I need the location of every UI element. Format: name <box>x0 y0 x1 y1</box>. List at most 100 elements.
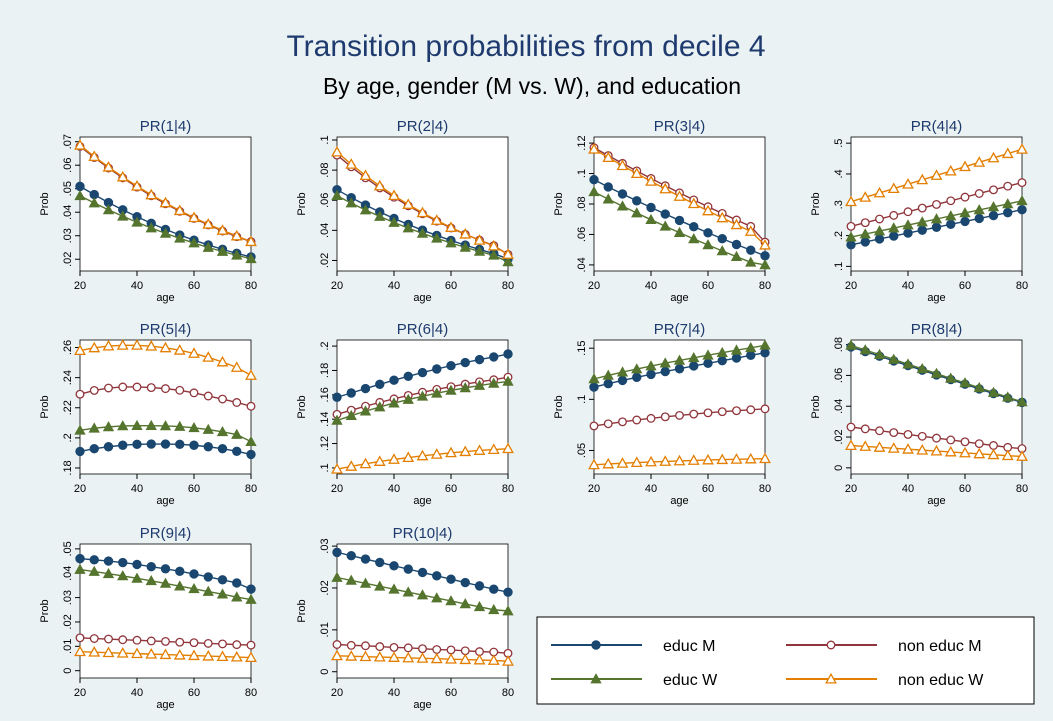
data-point <box>860 218 870 228</box>
data-point <box>217 444 228 454</box>
series-non-educ-M <box>75 633 256 650</box>
y-tick-label: .04 <box>833 399 845 414</box>
series-non-educ-W <box>845 143 1028 207</box>
data-point <box>702 453 714 465</box>
data-point <box>660 366 670 377</box>
data-point <box>631 207 643 218</box>
data-point <box>131 419 143 431</box>
data-point <box>189 440 199 450</box>
data-point <box>1003 181 1013 191</box>
data-point <box>974 439 984 449</box>
panel-title: PR(5|4) <box>140 321 191 338</box>
data-point <box>602 457 615 469</box>
y-axis-label: Prob <box>810 192 822 215</box>
data-point <box>118 635 128 645</box>
x-tick-label: 60 <box>188 483 200 495</box>
data-point <box>245 651 257 663</box>
legend-label: educ M <box>663 638 715 655</box>
y-tick-label: .4 <box>833 169 845 178</box>
x-tick-label: 40 <box>131 687 143 699</box>
data-point <box>1001 147 1014 159</box>
data-point <box>617 375 628 386</box>
y-tick-label: .05 <box>62 541 74 556</box>
series-non-educ-M <box>75 382 256 411</box>
x-tick-label: 40 <box>131 483 143 495</box>
data-point <box>345 409 357 420</box>
data-point <box>131 216 143 227</box>
x-tick-label: 40 <box>645 280 657 292</box>
figure-subtitle: By age, gender (M vs. W), and education <box>323 73 741 99</box>
data-point <box>88 646 101 657</box>
series-non-educ-W <box>74 339 257 380</box>
data-point <box>230 229 243 241</box>
data-point <box>973 204 985 215</box>
data-point <box>588 373 600 384</box>
data-point <box>202 241 214 252</box>
data-point <box>132 635 142 645</box>
data-point <box>932 433 941 443</box>
data-point <box>889 210 899 220</box>
data-point <box>759 238 771 250</box>
y-tick-label: .18 <box>319 363 331 378</box>
x-axis-label: age <box>413 699 431 711</box>
data-point <box>617 189 628 199</box>
y-tick-label: .1 <box>319 463 331 472</box>
x-tick-label: 20 <box>331 687 343 699</box>
data-point <box>89 634 99 643</box>
x-tick-label: 60 <box>445 483 457 495</box>
data-point <box>359 457 372 469</box>
series-educ-W <box>74 419 257 446</box>
data-point <box>602 151 615 163</box>
data-point <box>359 169 372 181</box>
data-point <box>889 428 899 438</box>
data-point <box>388 397 400 408</box>
data-point <box>88 197 100 208</box>
data-point <box>373 179 386 191</box>
data-point <box>216 650 229 662</box>
data-point <box>432 645 442 654</box>
data-point <box>603 378 613 389</box>
data-point <box>416 449 429 461</box>
panel-title: PR(9|4) <box>140 525 191 542</box>
data-point <box>231 591 243 602</box>
data-point <box>903 228 913 238</box>
data-point <box>345 650 358 661</box>
data-point <box>388 453 400 464</box>
data-point <box>74 189 86 201</box>
data-point <box>188 582 200 594</box>
data-point <box>331 571 343 582</box>
data-point <box>989 441 998 450</box>
data-point <box>645 175 657 186</box>
data-point <box>416 589 429 600</box>
data-point <box>902 219 914 230</box>
data-point <box>118 557 128 568</box>
data-point <box>359 650 372 662</box>
legend-entry-non-educ-M: non educ M <box>786 638 982 655</box>
data-point <box>846 221 856 231</box>
y-tick-label: .02 <box>62 614 74 629</box>
data-point <box>131 572 143 583</box>
y-tick-label: .06 <box>319 193 331 208</box>
data-point <box>874 234 885 244</box>
y-tick-label: .5 <box>833 139 845 148</box>
y-tick-label: .06 <box>62 158 74 173</box>
y-tick-label: .26 <box>62 340 74 355</box>
data-point <box>346 551 356 561</box>
data-point <box>145 222 157 233</box>
data-point <box>488 249 500 260</box>
data-point <box>131 339 143 350</box>
y-tick-label: .2 <box>833 231 845 240</box>
data-point <box>673 190 686 201</box>
panel-8: PR(8|4) 0 .02 .04 .06 .08 20 40 60 80 age Prob <box>810 321 1028 507</box>
y-tick-label: .07 <box>62 134 74 149</box>
data-point <box>916 443 929 455</box>
data-point <box>646 413 656 423</box>
data-point <box>716 453 729 465</box>
legend-marker <box>590 673 602 684</box>
data-point <box>402 393 414 404</box>
y-tick-label: .22 <box>62 400 74 415</box>
x-axis-label: age <box>156 292 174 304</box>
data-point <box>989 185 998 195</box>
data-point <box>246 449 256 460</box>
data-point <box>174 580 186 591</box>
